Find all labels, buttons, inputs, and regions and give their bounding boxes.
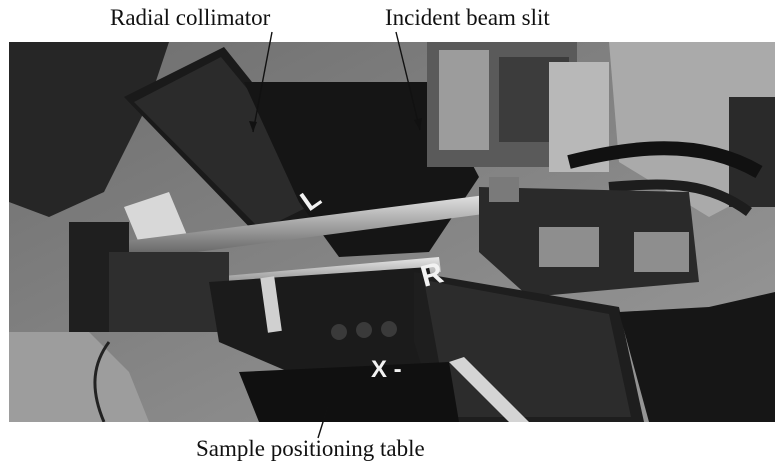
label-incident-beam-slit: Incident beam slit <box>385 5 550 30</box>
label-sample-positioning-table: Sample positioning table <box>196 436 425 461</box>
photo-illustration: L R X - <box>9 42 775 422</box>
instrument-photo: L R X - <box>9 42 775 422</box>
marker-x-minus: X - <box>371 356 402 383</box>
main-rod-upper <box>79 192 514 267</box>
label-radial-collimator: Radial collimator <box>110 5 271 30</box>
left-housing <box>9 42 169 217</box>
